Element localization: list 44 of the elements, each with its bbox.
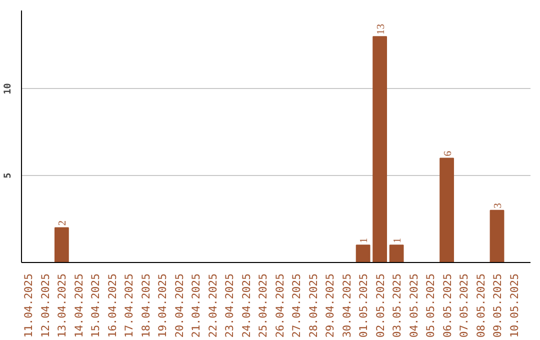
x-tick-label: 17.04.2025: [122, 274, 136, 338]
x-tick-label: 23.04.2025: [223, 274, 236, 338]
data-label: 13: [376, 24, 387, 35]
x-tick-label: 16.04.2025: [106, 274, 119, 338]
data-label: 6: [442, 150, 454, 156]
x-tick-label: 18.04.2025: [139, 274, 152, 338]
x-tick-label: 15.04.2025: [89, 274, 102, 338]
x-tick-label: 04.05.2025: [407, 274, 420, 338]
x-tick-label: 11.04.2025: [22, 274, 36, 338]
x-tick-label: 14.04.2025: [72, 274, 86, 338]
x-tick-label: 20.04.2025: [172, 274, 186, 338]
x-tick-label: 26.04.2025: [273, 274, 286, 338]
x-tick-label: 01.05.2025: [357, 274, 370, 338]
x-tick-label: 22.04.2025: [206, 274, 220, 338]
x-tick-label: 25.04.2025: [256, 274, 270, 338]
x-tick-label: 10.05.2025: [508, 274, 521, 338]
x-tick-label: 13.04.2025: [56, 274, 69, 338]
x-tick-label: 08.05.2025: [474, 274, 488, 338]
bar: [440, 158, 454, 262]
x-tick-label: 07.05.2025: [458, 274, 471, 338]
data-label: 1: [359, 238, 370, 244]
x-tick-label: 06.05.2025: [440, 274, 454, 338]
data-label: 1: [392, 238, 404, 244]
x-tick-label: 28.04.2025: [306, 274, 320, 338]
x-tick-label: 24.04.2025: [240, 274, 253, 338]
x-tick-label: 03.05.2025: [390, 274, 404, 338]
data-label: 2: [58, 220, 69, 226]
y-tick-label: 5: [2, 172, 14, 178]
x-tick-label: 12.04.2025: [38, 274, 52, 338]
bar: [356, 244, 370, 262]
bar: [372, 36, 388, 262]
x-tick-label: 19.04.2025: [156, 274, 170, 338]
x-tick-label: 29.04.2025: [324, 274, 337, 338]
x-tick-label: 02.05.2025: [374, 274, 387, 338]
x-tick-label: 27.04.2025: [290, 274, 304, 338]
bar: [54, 227, 69, 262]
x-tick-label: 30.04.2025: [340, 274, 354, 338]
data-label: 3: [493, 203, 504, 208]
bar: [389, 244, 404, 262]
y-tick-label: 10: [2, 82, 14, 94]
x-tick-label: 09.05.2025: [491, 274, 504, 338]
x-tick-label: 05.05.2025: [424, 274, 438, 338]
x-tick-label: 21.04.2025: [190, 274, 203, 338]
bar: [490, 210, 504, 262]
